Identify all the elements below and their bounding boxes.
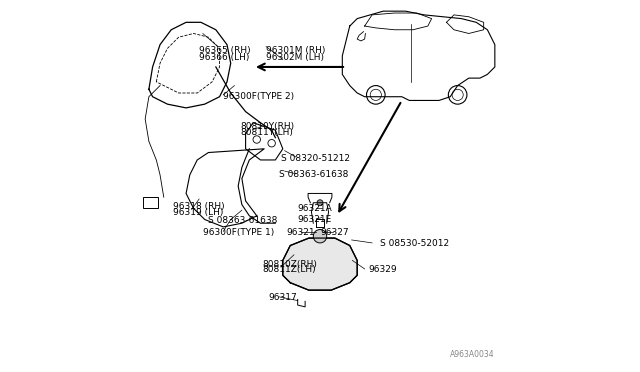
Polygon shape: [283, 238, 357, 290]
Text: 96327: 96327: [320, 228, 349, 237]
Text: 80810Y(RH): 80810Y(RH): [240, 122, 294, 131]
Circle shape: [317, 200, 323, 206]
Text: S 08530-52012: S 08530-52012: [380, 239, 449, 248]
Text: 96365 (RH): 96365 (RH): [199, 46, 251, 55]
Text: S 08363-61638: S 08363-61638: [209, 216, 278, 225]
Text: 96321E: 96321E: [298, 215, 332, 224]
Text: A963A0034: A963A0034: [450, 350, 495, 359]
Text: 80811Y(LH): 80811Y(LH): [240, 128, 293, 137]
Text: S 08320-51212: S 08320-51212: [281, 154, 350, 163]
Text: 96317: 96317: [268, 293, 297, 302]
Text: 96329: 96329: [369, 265, 397, 274]
Text: S 08363-61638: S 08363-61638: [279, 170, 348, 179]
Text: 96318 (RH): 96318 (RH): [173, 202, 225, 211]
Text: 96302M (LH): 96302M (LH): [266, 53, 324, 62]
Circle shape: [314, 230, 326, 243]
Text: 80810Z(RH): 80810Z(RH): [262, 260, 317, 269]
Text: 96321: 96321: [287, 228, 315, 237]
Text: 96300F(TYPE 2): 96300F(TYPE 2): [223, 92, 294, 101]
Text: 96301M (RH): 96301M (RH): [266, 46, 325, 55]
Text: 96300F(TYPE 1): 96300F(TYPE 1): [203, 228, 274, 237]
Bar: [143, 197, 158, 208]
Text: 80811Z(LH): 80811Z(LH): [262, 265, 316, 274]
Text: 96366 (LH): 96366 (LH): [199, 53, 250, 62]
Text: 96319 (LH): 96319 (LH): [173, 208, 223, 217]
Text: 96321A: 96321A: [298, 204, 332, 213]
